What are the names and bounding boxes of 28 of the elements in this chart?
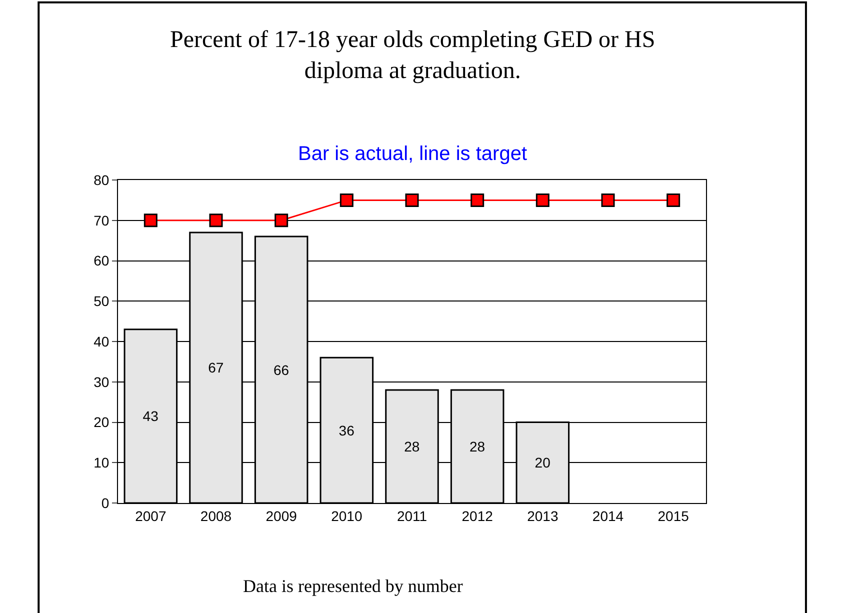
data-label: 28: [469, 438, 486, 454]
data-label: 66: [273, 362, 290, 378]
data-label: 43: [142, 408, 159, 424]
data-label: 20: [534, 454, 551, 471]
x-tick-label: 2008: [200, 508, 232, 524]
data-label: 67: [208, 360, 224, 376]
y-tick-label: 40: [94, 333, 110, 350]
x-tick-label: 2009: [266, 508, 298, 524]
x-tick-label: 2015: [658, 508, 690, 524]
x-tick-label: 2007: [135, 508, 166, 524]
data-label: 28: [404, 438, 420, 454]
x-tick-label: 2011: [396, 508, 428, 524]
y-tick-label: 80: [94, 172, 110, 188]
text: Data is represented by number: [243, 576, 463, 596]
chart-title: Percent of 17-18 year olds completing GED or HS diploma at graduation.: [170, 27, 656, 84]
y-tick-label: 0: [101, 494, 110, 511]
data-label: 36: [338, 422, 355, 438]
x-tick-label: 2010: [331, 508, 362, 524]
y-tick-label: 70: [94, 212, 110, 228]
x-tick-label: 2014: [592, 508, 624, 524]
y-tick-label: 10: [94, 454, 110, 471]
y-tick-label: 50: [94, 293, 110, 310]
y-tick-label: 20: [94, 414, 110, 430]
x-tick-label: 2012: [462, 508, 494, 524]
x-tick-label: 2013: [527, 508, 558, 524]
y-tick-label: 30: [94, 374, 110, 390]
chart-subtitle: Bar is actual, line is target: [298, 143, 528, 165]
y-tick-label: 60: [94, 252, 110, 269]
